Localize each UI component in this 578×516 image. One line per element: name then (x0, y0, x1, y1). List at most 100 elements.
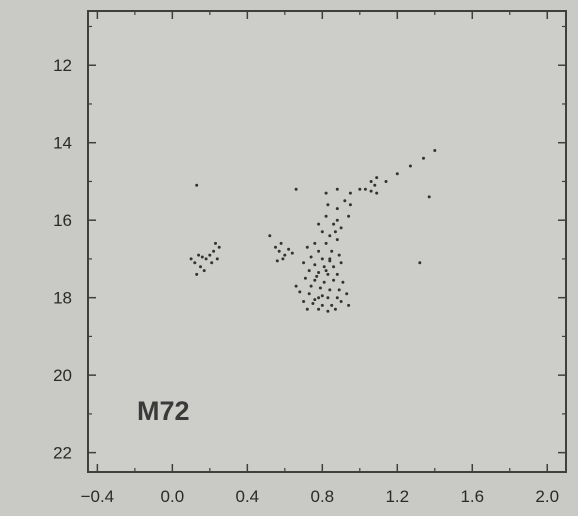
data-point (326, 309, 330, 313)
data-point (341, 280, 345, 284)
x-tick-label: −0.4 (81, 487, 115, 506)
data-point (320, 303, 324, 307)
data-point (335, 207, 339, 211)
data-point (333, 307, 337, 311)
data-point (317, 307, 321, 311)
data-point (427, 195, 431, 199)
data-point (326, 272, 330, 276)
data-point (212, 249, 216, 253)
data-point (320, 294, 324, 298)
data-point (332, 265, 336, 269)
y-tick-label: 12 (53, 56, 72, 75)
data-point (199, 265, 202, 269)
data-point (274, 245, 277, 249)
data-point (347, 214, 351, 218)
data-point (337, 253, 341, 257)
data-point (311, 302, 315, 305)
data-point (330, 249, 334, 253)
data-point (395, 172, 399, 176)
cluster-label: M72 (137, 396, 190, 426)
data-point (422, 156, 425, 160)
data-point (335, 238, 339, 242)
data-point (195, 272, 199, 276)
data-point (330, 303, 334, 307)
data-point (320, 257, 324, 261)
data-point (375, 191, 379, 195)
data-point (332, 222, 336, 226)
data-point (302, 300, 306, 303)
data-point (275, 259, 279, 263)
data-point (373, 183, 377, 187)
data-point (363, 187, 367, 191)
data-point (348, 191, 352, 195)
data-point (369, 189, 373, 193)
data-point (339, 300, 343, 303)
data-point (320, 230, 324, 234)
data-point (215, 257, 219, 261)
data-point (369, 180, 373, 183)
data-point (324, 214, 328, 218)
y-tick-label: 18 (53, 289, 72, 308)
data-point (283, 253, 287, 257)
data-point (313, 263, 317, 267)
data-point (328, 257, 332, 261)
y-tick-label: 16 (53, 211, 72, 230)
plot-frame (87, 10, 567, 473)
data-point (287, 247, 291, 251)
data-point (268, 234, 272, 238)
data-point (313, 278, 317, 282)
data-point (195, 183, 199, 187)
data-point (343, 199, 347, 203)
data-point (305, 245, 309, 249)
data-point (347, 303, 351, 307)
data-point (348, 203, 352, 207)
x-tick-label: 2.0 (535, 487, 559, 506)
data-point (339, 226, 343, 230)
data-point (335, 272, 339, 276)
data-point (322, 280, 326, 284)
data-point (335, 187, 339, 191)
data-point (375, 176, 379, 180)
axis-ticks (88, 11, 566, 472)
data-point (332, 278, 336, 282)
data-point (317, 296, 321, 300)
y-tick-label: 14 (53, 134, 72, 153)
x-axis-tick-labels: −0.4 0.0 0.4 0.8 1.2 1.6 2.0 (81, 487, 559, 506)
data-point (202, 269, 206, 273)
data-point (418, 261, 422, 265)
data-point (317, 249, 321, 253)
data-point (277, 249, 281, 253)
data-point (309, 284, 313, 288)
data-point (307, 269, 311, 273)
data-point (326, 203, 330, 207)
data-point (324, 191, 328, 195)
data-point (313, 298, 317, 302)
data-point (339, 261, 343, 265)
x-tick-label: 0.8 (310, 487, 334, 506)
data-point (302, 261, 306, 265)
x-tick-label: 1.2 (385, 487, 409, 506)
y-tick-label: 20 (53, 366, 72, 385)
data-point (298, 290, 302, 294)
data-point (384, 180, 388, 183)
x-tick-label: 0.0 (161, 487, 185, 506)
data-point (337, 288, 341, 292)
data-point (317, 271, 321, 274)
data-point (345, 292, 349, 296)
data-point (197, 253, 201, 257)
data-point (281, 257, 285, 261)
data-point (208, 253, 212, 257)
data-point (294, 187, 298, 191)
y-tick-label: 22 (53, 444, 72, 463)
data-point (279, 241, 283, 245)
data-point (433, 149, 437, 152)
data-point (328, 288, 332, 292)
data-point (315, 274, 319, 278)
data-point (189, 257, 193, 261)
data-point (328, 234, 332, 238)
data-point (305, 307, 309, 311)
data-point (193, 261, 197, 265)
data-point (333, 230, 337, 234)
data-point (294, 284, 298, 288)
data-point (324, 241, 328, 245)
